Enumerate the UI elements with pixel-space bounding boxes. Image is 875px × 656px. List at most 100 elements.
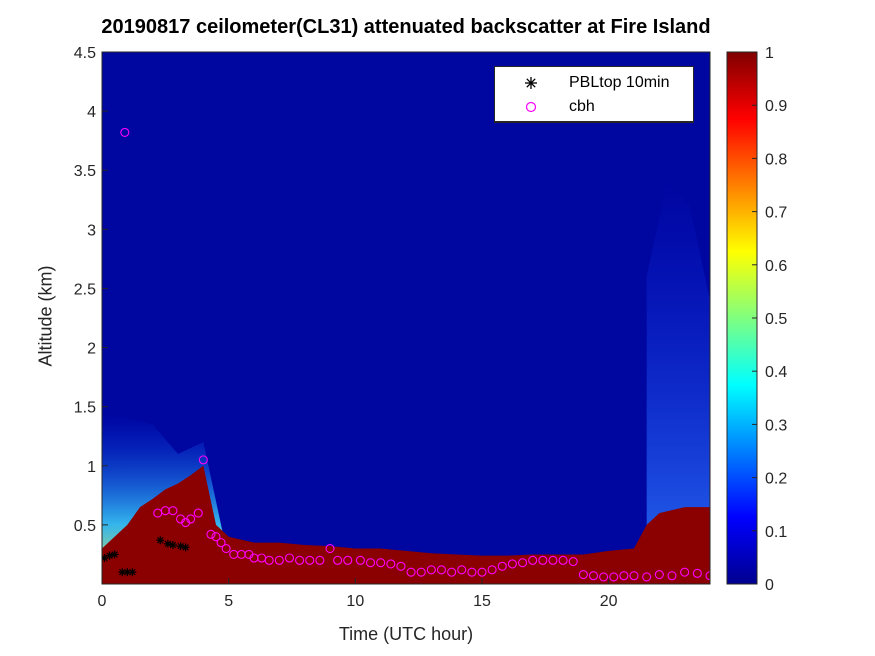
cbh-point: [396, 561, 406, 571]
legend: PBLtop 10min cbh: [494, 66, 694, 122]
y-axis: 0.5 1 1.5 2 2.5 3 3.5 4 4.5: [74, 45, 108, 535]
colorbar-tick-label: 0.2: [765, 471, 787, 488]
cbh-point: [599, 572, 609, 582]
cbh-point: [528, 555, 538, 565]
cbh-point: [517, 558, 528, 568]
cbh-point: [619, 571, 629, 581]
cbh-point: [654, 569, 664, 580]
y-tick-label: 2: [87, 341, 96, 358]
cbh-point: [538, 555, 548, 565]
cbh-point: [667, 571, 677, 581]
cbh-point: [497, 561, 507, 571]
y-axis-label: Altitude (km): [35, 265, 56, 367]
cbh-point: [325, 543, 335, 554]
pbltop-point: [156, 536, 165, 545]
colorbar-tick-label: 0.9: [765, 98, 787, 115]
x-tick-label: 20: [600, 593, 618, 610]
pbltop-point: [168, 540, 177, 549]
y-tick-label: 3.5: [74, 163, 96, 180]
x-axis: 0 5 10 15 20: [98, 578, 618, 610]
cbh-point: [548, 555, 558, 565]
cbh-point: [206, 529, 216, 539]
cbh-point: [568, 556, 578, 567]
cbh-point: [416, 567, 426, 577]
colorbar-tick-label: 0.1: [765, 524, 787, 541]
pbltop-point: [128, 568, 137, 577]
pbltop-point: [110, 550, 119, 559]
colorbar-tick-label: 0: [765, 577, 774, 594]
cbh-point: [198, 455, 208, 465]
cbh-point: [705, 571, 710, 581]
cbh-point: [295, 555, 305, 565]
evening-aerosol-plume: [646, 182, 710, 584]
cbh-point: [216, 538, 226, 548]
cbh-point: [477, 567, 487, 577]
cbh-point: [376, 558, 386, 568]
cbh-point: [193, 508, 203, 518]
x-tick-label: 10: [346, 593, 364, 610]
cbh-point: [274, 555, 284, 565]
pbltop-point: [105, 551, 114, 560]
asterisk-icon: [525, 77, 537, 89]
cbh-point: [264, 555, 274, 565]
legend-entry-cbh: cbh: [495, 95, 693, 119]
colorbar-tick-label: 0.6: [765, 258, 787, 275]
plot-frame: [101, 51, 711, 585]
pbltop-point: [123, 568, 132, 577]
colorbar-tick-label: 0.8: [765, 151, 787, 168]
cbh-series: [120, 127, 710, 582]
cbh-point: [343, 555, 353, 565]
y-tick-label: 0.5: [74, 518, 96, 535]
cbh-point: [120, 127, 130, 137]
heatmap-plot: [102, 52, 710, 584]
cbh-point: [447, 567, 457, 577]
cbh-point: [333, 555, 343, 565]
cbh-point: [386, 559, 396, 569]
cbh-point: [186, 514, 196, 524]
cbh-point: [406, 567, 416, 577]
cbh-point: [507, 559, 517, 569]
circle-icon: [525, 101, 537, 113]
cbh-point: [578, 569, 588, 580]
pbltop-series: [102, 536, 190, 577]
x-axis-label: Time (UTC hour): [338, 624, 474, 644]
cbh-point: [692, 568, 702, 578]
x-tick-label: 15: [473, 593, 491, 610]
colorbar-tick-label: 1: [765, 45, 774, 62]
colorbar-tick-label: 0.4: [765, 364, 787, 381]
x-tick-label: 5: [224, 593, 233, 610]
cbh-point: [680, 567, 690, 577]
cbh-point: [558, 555, 568, 565]
pbltop-point: [163, 539, 172, 548]
pbltop-point: [176, 542, 185, 551]
cbh-point: [487, 565, 497, 575]
cbh-point: [284, 553, 295, 563]
cbh-point: [315, 555, 325, 565]
colorbar-tick-label: 0.5: [765, 311, 787, 328]
cbh-point: [467, 567, 477, 577]
cbh-point: [588, 571, 599, 581]
x-tick-label: 0: [98, 593, 107, 610]
cbh-point: [211, 532, 221, 542]
y-tick-label: 4: [87, 104, 96, 121]
colorbar-tick-label: 0.3: [765, 417, 787, 434]
legend-entry-pbltop: PBLtop 10min: [495, 71, 693, 95]
legend-label: cbh: [569, 98, 595, 115]
y-tick-label: 3: [87, 222, 96, 239]
cbh-point: [436, 565, 447, 575]
chart-title: 20190817 ceilometer(CL31) attenuated bac…: [101, 16, 711, 38]
legend-label: PBLtop 10min: [569, 74, 670, 91]
cbh-point: [642, 572, 652, 582]
cbh-point: [426, 565, 436, 575]
y-tick-label: 1.5: [74, 400, 96, 417]
cbh-point: [221, 543, 231, 554]
y-tick-label: 1: [87, 459, 96, 476]
colorbar-ticks: 0 0.1 0.2 0.3 0.4 0.5 0.6 0.7 0.8 0.9 1: [752, 45, 787, 594]
colorbar: 0 0.1 0.2 0.3 0.4 0.5 0.6 0.7 0.8 0.9 1: [726, 45, 787, 594]
cbh-point: [457, 565, 467, 575]
cbh-point: [629, 571, 639, 581]
cbh-point: [305, 555, 315, 565]
cbh-point: [365, 558, 376, 568]
cbh-point: [355, 555, 365, 565]
